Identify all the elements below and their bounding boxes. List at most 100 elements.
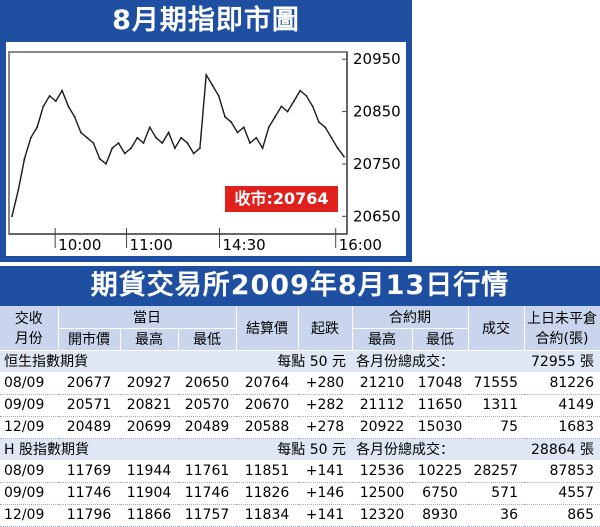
- cell-low: 11746: [178, 482, 236, 505]
- cell-cp-low: 15030: [412, 416, 468, 439]
- cell-open: 11746: [58, 482, 120, 505]
- data-point: [305, 95, 308, 97]
- cell-cp-low: 10225: [412, 460, 468, 483]
- cell-open-interest: 1683: [524, 416, 600, 439]
- data-point: [17, 189, 20, 192]
- cell-change: +282: [298, 394, 352, 417]
- price-series: [11, 72, 345, 218]
- data-point: [330, 136, 333, 139]
- cell-month: 08/09: [0, 460, 58, 483]
- data-point: [336, 147, 339, 150]
- data-point: [249, 142, 251, 144]
- cell-open: 20571: [58, 394, 120, 417]
- data-point: [211, 84, 214, 87]
- cell-high: 11944: [120, 460, 178, 483]
- data-point: [274, 115, 276, 118]
- cell-settle: 11834: [236, 504, 298, 527]
- cell-cp-high: 20922: [352, 416, 412, 439]
- series-line-0: [11, 72, 345, 217]
- table-row: 08/09 20677 20927 20650 20764 +280 21210…: [0, 372, 600, 395]
- cell-low: 20489: [178, 416, 236, 439]
- close-label: 收市: [234, 189, 267, 208]
- cell-high: 11866: [120, 504, 178, 527]
- header-volume: 成交: [468, 306, 525, 351]
- data-point: [174, 147, 176, 150]
- data-point: [167, 131, 170, 134]
- table-row: 12/09 20489 20699 20489 20588 +278 20922…: [0, 416, 600, 439]
- cell-month: 09/09: [0, 482, 58, 505]
- futures-quote-table: 交收 月份 當日 結算價 起跌 合約期 成交 上日未平倉 合約(張) 開市價 最…: [0, 306, 600, 527]
- cell-volume: 36: [468, 504, 524, 527]
- data-point: [286, 110, 289, 113]
- data-point: [186, 142, 189, 144]
- cell-open: 20489: [58, 416, 120, 439]
- x-tick-label: 16:00: [339, 236, 382, 254]
- data-point: [92, 142, 95, 144]
- cell-cp-low: 17048: [412, 372, 468, 395]
- header-cp-high: 最高: [352, 328, 413, 351]
- x-ticks: 10:00 11:00 14:30 16:00: [54, 228, 382, 254]
- cell-settle: 11851: [236, 460, 298, 483]
- cell-change: +280: [298, 372, 352, 395]
- data-point: [148, 126, 151, 129]
- section-name: H 股指數期貨: [4, 442, 89, 459]
- data-point: [54, 100, 57, 102]
- cell-cp-high: 12320: [352, 504, 412, 527]
- close-price-badge: 收市:20764: [225, 186, 338, 212]
- data-point: [11, 215, 13, 218]
- table-title: 期貨交易所2009年8月13日行情: [0, 266, 600, 306]
- cell-settle: 20588: [236, 416, 298, 439]
- header-change: 起跌: [298, 306, 353, 351]
- header-high: 最高: [120, 328, 179, 351]
- cell-open: 11796: [58, 504, 120, 527]
- cell-settle: 20764: [236, 372, 298, 395]
- chart-title: 8月期指即市圖: [112, 5, 300, 36]
- header-open: 開市價: [58, 328, 121, 351]
- cell-cp-low: 11650: [412, 394, 468, 417]
- section-total-value: 28864 張: [531, 442, 594, 459]
- cell-volume: 75: [468, 416, 524, 439]
- table-row: 09/09 20571 20821 20570 20670 +282 21112…: [0, 394, 600, 417]
- x-tick-label: 10:00: [58, 236, 101, 254]
- cell-volume: 1311: [468, 394, 524, 417]
- close-value: :20764: [266, 189, 329, 208]
- data-point: [242, 126, 245, 129]
- table-row: 09/09 11746 11904 11746 11826 +146 12500…: [0, 482, 600, 505]
- y-ticks: 20950 20850 20750 20650: [342, 50, 401, 225]
- y-tick-label: 20750: [353, 155, 401, 173]
- cell-high: 20927: [120, 372, 178, 395]
- section-header-hshares: H 股指數期貨 每點 50 元 各月份總成交： 28864 張: [0, 438, 600, 460]
- data-point: [80, 131, 82, 134]
- data-point: [117, 142, 120, 144]
- cell-cp-high: 21112: [352, 394, 412, 417]
- section-per-point: 每點 50 元: [277, 442, 346, 459]
- data-point: [199, 147, 201, 150]
- data-point: [299, 89, 302, 92]
- cell-high: 20821: [120, 394, 178, 417]
- cell-low: 20650: [178, 372, 236, 395]
- data-point: [293, 100, 295, 102]
- x-tick-label: 11:00: [130, 236, 173, 254]
- data-point: [205, 74, 208, 76]
- cell-change: +141: [298, 504, 352, 527]
- data-point: [343, 155, 345, 158]
- data-point: [48, 95, 51, 97]
- data-point: [318, 121, 320, 123]
- cell-high: 20699: [120, 416, 178, 439]
- data-point: [267, 126, 270, 129]
- table-row: 12/09 11796 11866 11757 11834 +141 12320…: [0, 504, 600, 527]
- data-point: [311, 105, 314, 108]
- data-point: [261, 147, 264, 150]
- chart-card: 20950 20850 20750 20650 10:00 11:00 14:30 16:0…: [6, 42, 406, 256]
- section-total-label: 各月份總成交：: [356, 442, 454, 459]
- cell-cp-low: 8930: [412, 504, 468, 527]
- cell-low: 20570: [178, 394, 236, 417]
- data-point: [136, 136, 139, 139]
- cell-volume: 71555: [468, 372, 524, 395]
- header-month-line1: 交收: [14, 310, 43, 327]
- header-cp-low: 最低: [412, 328, 469, 351]
- header-oi-line1: 上日未平倉: [527, 310, 597, 327]
- data-point: [217, 95, 220, 97]
- cell-settle: 11826: [236, 482, 298, 505]
- y-tick-label: 20650: [353, 207, 401, 225]
